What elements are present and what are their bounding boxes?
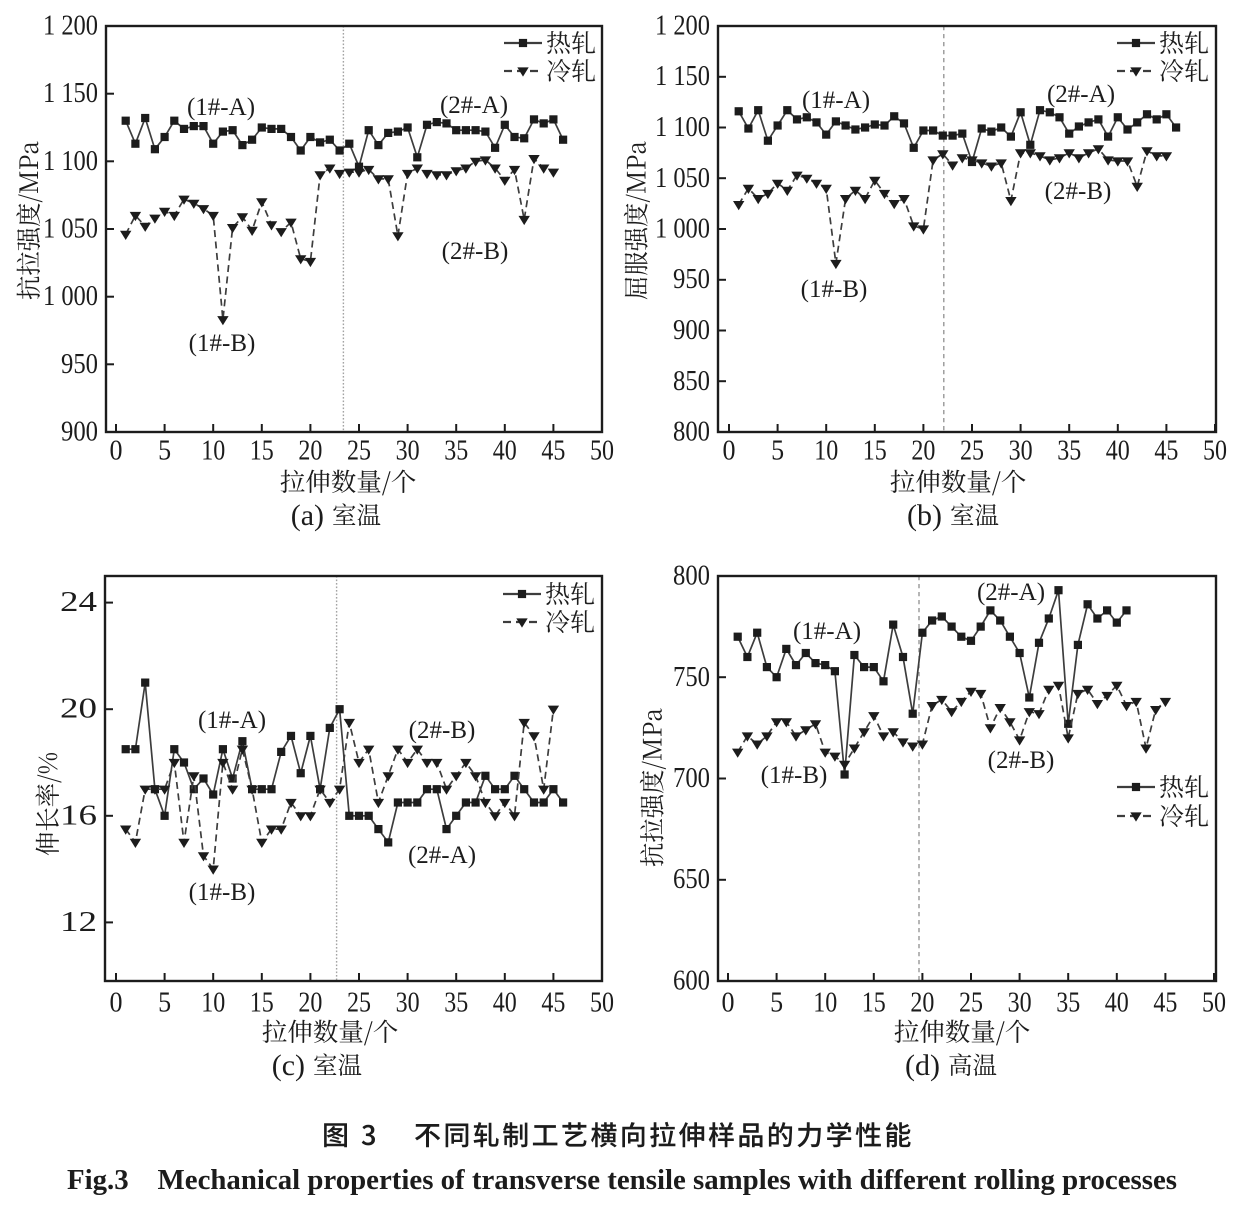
svg-text:20: 20 xyxy=(910,988,934,1019)
svg-text:45: 45 xyxy=(541,436,565,467)
svg-text:(2#-A): (2#-A) xyxy=(977,579,1045,606)
svg-text:50: 50 xyxy=(1203,436,1227,467)
svg-text:750: 750 xyxy=(673,662,710,693)
svg-text:45: 45 xyxy=(1154,436,1178,467)
svg-text:5: 5 xyxy=(158,988,171,1019)
svg-text:15: 15 xyxy=(863,436,887,467)
svg-text:700: 700 xyxy=(673,763,710,794)
svg-text:10: 10 xyxy=(814,436,838,467)
svg-text:35: 35 xyxy=(1057,436,1081,467)
svg-text:30: 30 xyxy=(1009,436,1033,467)
svg-text:15: 15 xyxy=(250,436,274,467)
svg-text:24: 24 xyxy=(60,587,97,618)
svg-text:1 100: 1 100 xyxy=(655,112,710,143)
svg-text:800: 800 xyxy=(673,417,710,448)
svg-text:5: 5 xyxy=(771,436,784,467)
svg-text:1 200: 1 200 xyxy=(655,11,710,42)
svg-text:1 200: 1 200 xyxy=(43,11,98,42)
svg-text:1 000: 1 000 xyxy=(655,214,710,245)
svg-text:900: 900 xyxy=(61,417,98,448)
svg-text:40: 40 xyxy=(1106,436,1130,467)
svg-text:15: 15 xyxy=(862,988,886,1019)
svg-text:1 050: 1 050 xyxy=(43,214,98,245)
svg-text:(1#-B): (1#-B) xyxy=(801,276,868,303)
svg-text:(a): (a) xyxy=(291,499,324,532)
svg-text:(2#-A): (2#-A) xyxy=(408,842,476,869)
svg-text:0: 0 xyxy=(722,988,735,1019)
svg-text:50: 50 xyxy=(590,436,614,467)
svg-text:(1#-A): (1#-A) xyxy=(802,87,870,114)
svg-text:950: 950 xyxy=(61,349,98,380)
svg-text:40: 40 xyxy=(1105,988,1129,1019)
svg-text:40: 40 xyxy=(493,436,517,467)
svg-text:10: 10 xyxy=(201,988,225,1019)
svg-text:15: 15 xyxy=(250,988,274,1019)
svg-text:(b): (b) xyxy=(907,499,942,532)
svg-text:800: 800 xyxy=(673,561,710,592)
svg-text:5: 5 xyxy=(770,988,783,1019)
svg-text:1 150: 1 150 xyxy=(655,61,710,92)
svg-text:(d): (d) xyxy=(905,1049,940,1082)
svg-text:16: 16 xyxy=(60,800,97,831)
svg-text:(1#-A): (1#-A) xyxy=(793,618,861,645)
svg-text:45: 45 xyxy=(1153,988,1177,1019)
svg-text:0: 0 xyxy=(110,436,123,467)
svg-text:25: 25 xyxy=(347,988,371,1019)
svg-text:12: 12 xyxy=(60,907,97,938)
svg-text:(1#-A): (1#-A) xyxy=(187,94,255,121)
svg-text:20: 20 xyxy=(60,694,97,725)
svg-text:20: 20 xyxy=(298,988,322,1019)
svg-text:(2#-B): (2#-B) xyxy=(409,717,476,744)
svg-text:0: 0 xyxy=(723,436,736,467)
svg-text:850: 850 xyxy=(673,366,710,397)
svg-text:25: 25 xyxy=(960,436,984,467)
svg-text:600: 600 xyxy=(673,966,710,997)
svg-text:10: 10 xyxy=(813,988,837,1019)
svg-text:(2#-B): (2#-B) xyxy=(988,747,1055,774)
svg-text:1 050: 1 050 xyxy=(655,163,710,194)
svg-text:30: 30 xyxy=(396,436,420,467)
svg-text:35: 35 xyxy=(444,988,468,1019)
svg-text:50: 50 xyxy=(1202,988,1226,1019)
svg-text:(2#-B): (2#-B) xyxy=(1045,178,1112,205)
svg-text:45: 45 xyxy=(541,988,565,1019)
svg-text:650: 650 xyxy=(673,864,710,895)
svg-text:900: 900 xyxy=(673,315,710,346)
svg-text:(1#-A): (1#-A) xyxy=(198,707,266,734)
svg-text:20: 20 xyxy=(911,436,935,467)
svg-text:(1#-B): (1#-B) xyxy=(189,879,256,906)
svg-text:35: 35 xyxy=(444,436,468,467)
svg-text:950: 950 xyxy=(673,264,710,295)
svg-text:Fig.3 Mechanical properties: Fig.3 Mechanical properties of transvers… xyxy=(67,1164,1177,1196)
svg-text:(1#-B): (1#-B) xyxy=(761,762,828,789)
svg-text:0: 0 xyxy=(110,988,123,1019)
svg-text:(c): (c) xyxy=(272,1049,305,1082)
svg-text:50: 50 xyxy=(590,988,614,1019)
svg-text:20: 20 xyxy=(298,436,322,467)
svg-text:(2#-A): (2#-A) xyxy=(440,92,508,119)
svg-text:5: 5 xyxy=(158,436,171,467)
svg-text:(2#-A): (2#-A) xyxy=(1047,81,1115,108)
svg-text:(2#-B): (2#-B) xyxy=(442,238,509,265)
svg-text:35: 35 xyxy=(1056,988,1080,1019)
svg-text:40: 40 xyxy=(493,988,517,1019)
svg-text:(1#-B): (1#-B) xyxy=(189,330,256,357)
svg-text:1 000: 1 000 xyxy=(43,281,98,312)
svg-text:25: 25 xyxy=(959,988,983,1019)
svg-text:1 100: 1 100 xyxy=(43,146,98,177)
svg-text:25: 25 xyxy=(347,436,371,467)
svg-text:1 150: 1 150 xyxy=(43,78,98,109)
svg-text:30: 30 xyxy=(1008,988,1032,1019)
svg-text:30: 30 xyxy=(396,988,420,1019)
svg-text:10: 10 xyxy=(201,436,225,467)
